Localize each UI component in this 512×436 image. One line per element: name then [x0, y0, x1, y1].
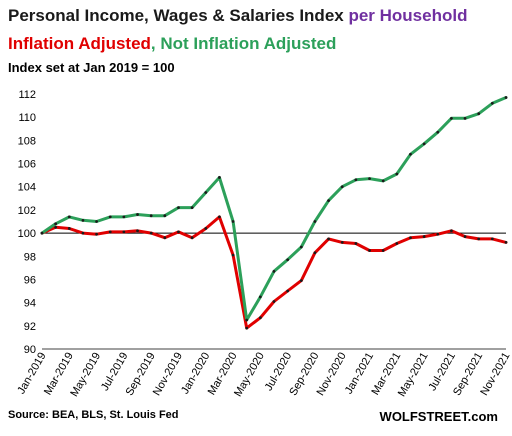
data-point: [463, 235, 467, 238]
data-point: [327, 237, 330, 241]
data-point: [477, 237, 481, 241]
data-point: [368, 249, 371, 252]
y-tick-label: 94: [24, 298, 36, 310]
series-line-not-inflation-adjusted: [40, 96, 508, 322]
data-point: [190, 206, 194, 209]
data-point: [136, 213, 139, 216]
data-point: [122, 215, 126, 219]
data-point: [450, 229, 453, 233]
data-point: [218, 176, 221, 179]
data-point: [231, 253, 235, 257]
data-point: [477, 112, 481, 116]
data-point: [122, 230, 126, 234]
y-tick-label: 108: [18, 135, 36, 147]
data-point: [368, 177, 371, 181]
data-point: [354, 178, 358, 182]
data-point: [108, 230, 112, 234]
y-tick-label: 106: [18, 159, 36, 171]
data-point: [327, 199, 330, 203]
y-tick-label: 102: [18, 205, 36, 217]
data-point: [218, 215, 221, 219]
data-point: [313, 220, 317, 223]
data-point: [504, 96, 508, 99]
data-point: [422, 235, 426, 238]
data-point: [81, 218, 85, 222]
data-point: [258, 295, 262, 299]
data-point: [395, 242, 399, 245]
data-point: [81, 231, 85, 235]
index-note: Index set at Jan 2019 = 100: [8, 60, 175, 75]
data-point: [272, 300, 276, 303]
data-point: [450, 116, 453, 120]
data-point: [340, 240, 344, 244]
data-point: [313, 251, 317, 255]
data-point: [108, 215, 112, 219]
data-point: [381, 179, 385, 183]
data-point: [504, 240, 508, 244]
data-point: [231, 220, 235, 223]
data-point: [299, 245, 303, 249]
y-tick-label: 90: [24, 344, 36, 356]
data-point: [490, 101, 494, 105]
data-point: [258, 316, 262, 320]
data-point: [436, 232, 440, 236]
data-point: [204, 191, 208, 194]
data-point: [163, 236, 167, 240]
chart-subtitle: Inflation Adjusted, Not Inflation Adjust…: [8, 34, 336, 54]
data-point: [245, 318, 249, 322]
data-point: [54, 222, 58, 226]
data-point: [490, 237, 494, 241]
data-point: [422, 142, 426, 146]
data-point: [436, 130, 440, 134]
data-point: [409, 152, 412, 156]
data-point: [136, 229, 139, 233]
data-point: [177, 206, 180, 209]
brand-logo: WOLFSTREET.com: [379, 409, 498, 424]
y-tick-label: 100: [18, 228, 36, 240]
data-point: [163, 214, 167, 218]
data-point: [149, 231, 153, 235]
data-point: [177, 230, 180, 234]
data-point: [409, 236, 412, 240]
data-point: [463, 116, 467, 120]
subtitle-separator: ,: [150, 34, 161, 53]
data-point: [190, 236, 194, 240]
data-point: [354, 242, 358, 245]
data-point: [286, 289, 290, 293]
data-point: [245, 326, 249, 330]
chart-title: Personal Income, Wages & Salaries Index …: [8, 6, 467, 26]
subtitle-red: Inflation Adjusted: [8, 34, 151, 53]
y-tick-label: 104: [18, 182, 36, 194]
chart-title-main: Personal Income, Wages & Salaries Index: [8, 6, 349, 25]
data-point: [95, 220, 98, 223]
chart-title-highlight: per Household: [348, 6, 468, 25]
data-point: [204, 227, 208, 230]
data-point: [299, 279, 303, 283]
data-point: [286, 258, 290, 262]
data-point: [272, 269, 276, 273]
data-point: [340, 185, 344, 189]
data-point: [395, 172, 399, 176]
data-point: [54, 225, 58, 229]
y-tick-label: 92: [24, 321, 36, 333]
y-tick-label: 98: [24, 251, 36, 263]
y-tick-label: 112: [18, 89, 36, 101]
data-point: [40, 231, 44, 235]
y-tick-label: 110: [18, 112, 36, 124]
source-note: Source: BEA, BLS, St. Louis Fed: [8, 409, 179, 421]
data-point: [149, 214, 153, 218]
data-point: [95, 232, 98, 236]
y-tick-label: 96: [24, 274, 36, 286]
subtitle-green: Not Inflation Adjusted: [160, 34, 337, 53]
data-point: [67, 215, 71, 219]
data-point: [67, 227, 71, 230]
data-point: [381, 249, 385, 252]
